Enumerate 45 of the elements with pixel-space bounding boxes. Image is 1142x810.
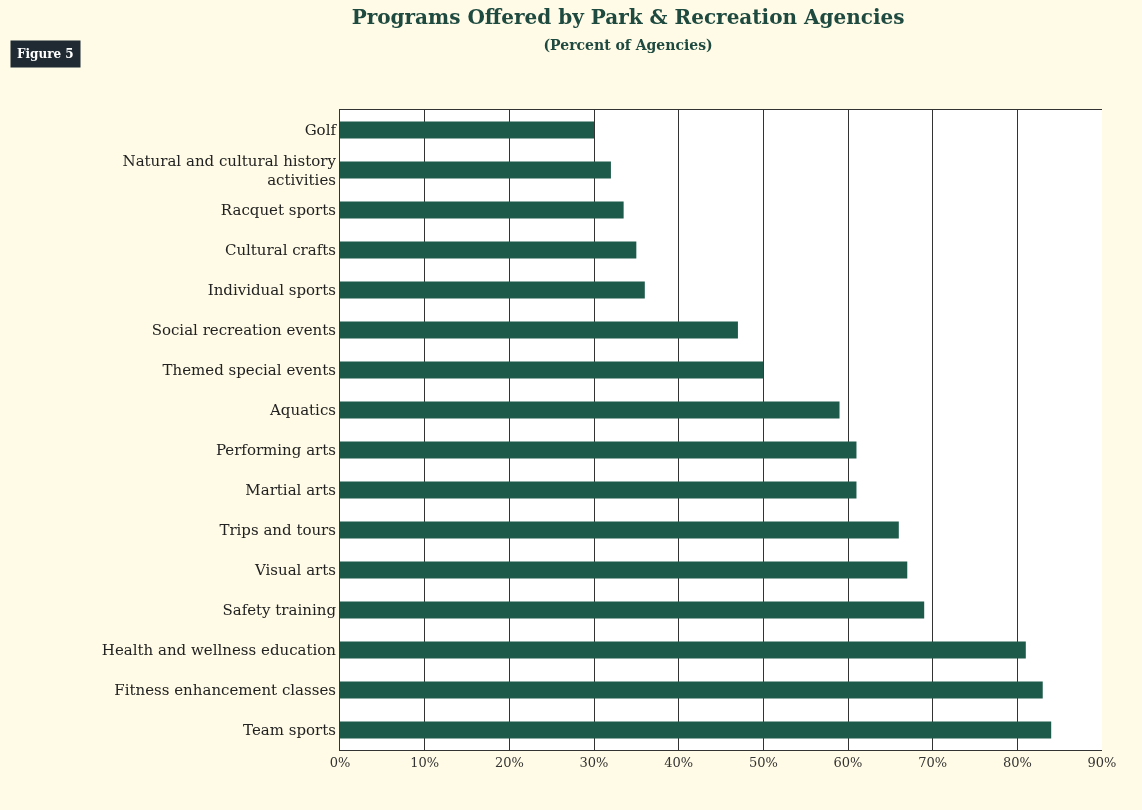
y-tick-label: Performing arts: [215, 441, 336, 460]
y-tick-label: Trips and tours: [219, 521, 336, 540]
x-tick-label: 0%: [329, 754, 351, 770]
y-tick-label: Individual sports: [207, 281, 336, 300]
y-tick-label: Social recreation events: [151, 321, 336, 340]
bar: [340, 361, 764, 379]
bar: [340, 481, 857, 499]
x-tick-label: 10%: [410, 754, 440, 770]
x-tick-label: 90%: [1087, 754, 1117, 770]
y-tick-label: Themed special events: [162, 361, 336, 380]
x-tick-label: 40%: [664, 754, 694, 770]
bar: [340, 521, 899, 539]
bar: [340, 121, 594, 139]
y-tick-label: Fitness enhancement classes: [114, 681, 336, 700]
x-tick-label: 50%: [748, 754, 778, 770]
caption: Figure 5: [17, 47, 74, 61]
bar: [340, 721, 1052, 739]
y-tick-label: Martial arts: [245, 481, 336, 500]
y-tick-label: Racquet sports: [220, 201, 336, 220]
y-tick-label: Safety training: [222, 601, 337, 620]
x-tick-label: 30%: [579, 754, 609, 770]
bar: [340, 681, 1043, 699]
chart-title: Programs Offered by Park & Recreation Agencies: [351, 5, 905, 30]
bar: [340, 561, 908, 579]
bar: [340, 281, 645, 299]
chart-subtitle: (Percent of Agencies): [543, 37, 713, 54]
bar: [340, 601, 925, 619]
y-tick-label: Health and wellness education: [101, 641, 337, 660]
bar: [340, 161, 611, 179]
bar: [340, 441, 857, 459]
x-tick-label: 70%: [918, 754, 948, 770]
y-tick-label: Natural and cultural history activities: [122, 151, 337, 189]
bar: [340, 401, 840, 419]
x-tick-label: 80%: [1002, 754, 1032, 770]
y-tick-label: Golf: [304, 121, 338, 140]
x-tick-label: 60%: [833, 754, 863, 770]
bar: [340, 201, 624, 219]
y-tick-label: Aquatics: [269, 401, 336, 420]
bar: [340, 321, 738, 339]
y-tick-label: Team sports: [243, 721, 336, 740]
bar: [340, 241, 637, 259]
x-tick-label: 20%: [494, 754, 524, 770]
bar: [340, 641, 1026, 659]
y-tick-label: Cultural crafts: [224, 241, 336, 260]
y-tick-label: Visual arts: [253, 561, 336, 580]
